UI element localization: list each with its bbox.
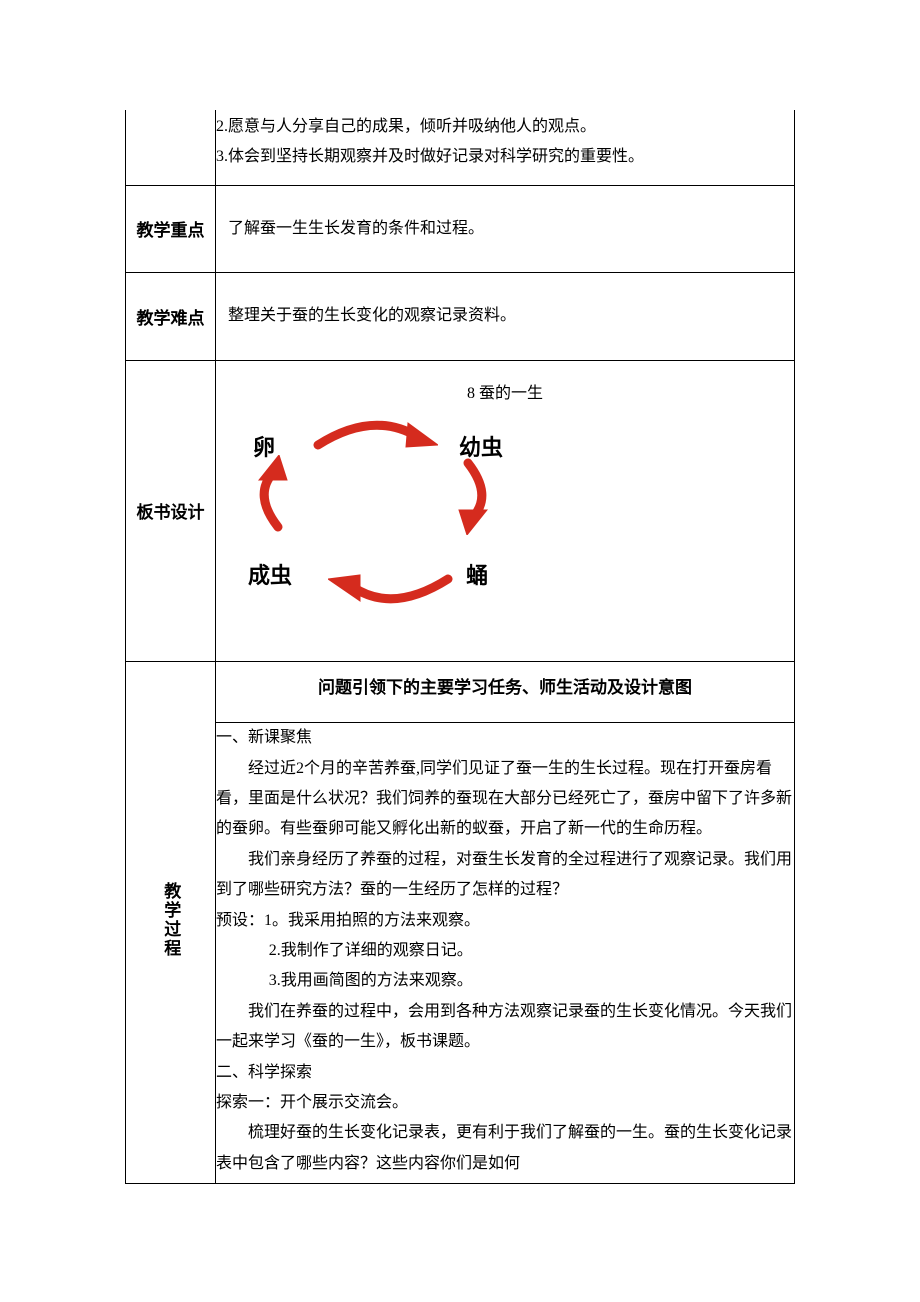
difficulty-label: 教学难点 — [137, 309, 205, 328]
section1-p1: 经过近2个月的辛苦养蚕,同学们见证了蚕一生的生长过程。现在打开蚕房看看，里面是什… — [216, 754, 794, 845]
goal-item-3: 3.体会到坚持长期观察并及时做好记录对科学研究的重要性。 — [216, 142, 794, 172]
arrow-larva-to-pupa — [453, 455, 493, 535]
goals-label-cell — [126, 110, 216, 185]
board-content-cell: 8 蚕的一生 卵 幼虫 蛹 成虫 — [216, 360, 795, 661]
lifecycle-cycle: 卵 幼虫 蛹 成虫 — [248, 427, 528, 597]
section1-preset1: 预设：1。我采用拍照的方法来观察。 — [216, 906, 794, 936]
row-focus: 教学重点 了解蚕一生生长发育的条件和过程。 — [126, 185, 795, 272]
node-adult: 成虫 — [248, 555, 292, 597]
node-pupa: 蛹 — [466, 555, 488, 597]
section1-p3: 我们在养蚕的过程中，会用到各种方法观察记录蚕的生长变化情况。今天我们一起来学习《… — [216, 997, 794, 1058]
section1-title: 一、新课聚焦 — [216, 723, 794, 753]
row-process-body: 一、新课聚焦 经过近2个月的辛苦养蚕,同学们见证了蚕一生的生长过程。现在打开蚕房… — [126, 723, 795, 1184]
process-content-cell: 一、新课聚焦 经过近2个月的辛苦养蚕,同学们见证了蚕一生的生长过程。现在打开蚕房… — [216, 723, 795, 1184]
arrow-pupa-to-adult — [328, 569, 458, 609]
focus-text: 了解蚕一生生长发育的条件和过程。 — [228, 220, 484, 237]
arrow-egg-to-larva — [308, 415, 438, 455]
section1-preset2: 2.我制作了详细的观察日记。 — [237, 936, 794, 966]
board-label-cell: 板书设计 — [126, 360, 216, 661]
diagram-title: 8 蚕的一生 — [228, 379, 782, 409]
row-difficulty: 教学难点 整理关于蚕的生长变化的观察记录资料。 — [126, 273, 795, 360]
row-goals: 2.愿意与人分享自己的成果，倾听并吸纳他人的观点。 3.体会到坚持长期观察并及时… — [126, 110, 795, 185]
process-header: 问题引领下的主要学习任务、师生活动及设计意图 — [216, 662, 794, 722]
lesson-plan-table: 2.愿意与人分享自己的成果，倾听并吸纳他人的观点。 3.体会到坚持长期观察并及时… — [125, 110, 795, 1184]
goals-content-cell: 2.愿意与人分享自己的成果，倾听并吸纳他人的观点。 3.体会到坚持长期观察并及时… — [216, 110, 795, 185]
focus-label: 教学重点 — [137, 221, 205, 240]
section1-preset3: 3.我用画简图的方法来观察。 — [237, 966, 794, 996]
row-process-header: 教学过程 问题引领下的主要学习任务、师生活动及设计意图 — [126, 661, 795, 722]
focus-content-cell: 了解蚕一生生长发育的条件和过程。 — [216, 185, 795, 272]
focus-label-cell: 教学重点 — [126, 185, 216, 272]
process-label: 教学过程 — [158, 882, 184, 958]
process-label-cell: 教学过程 — [126, 661, 216, 1183]
lifecycle-diagram: 8 蚕的一生 卵 幼虫 蛹 成虫 — [228, 369, 782, 657]
process-header-cell: 问题引领下的主要学习任务、师生活动及设计意图 — [216, 661, 795, 722]
row-board-design: 板书设计 8 蚕的一生 卵 幼虫 蛹 成虫 — [126, 360, 795, 661]
difficulty-text: 整理关于蚕的生长变化的观察记录资料。 — [228, 307, 516, 324]
section2-p1: 梳理好蚕的生长变化记录表，更有利于我们了解蚕的一生。蚕的生长变化记录表中包含了哪… — [216, 1118, 794, 1179]
section1-p2: 我们亲身经历了养蚕的过程，对蚕生长发育的全过程进行了观察记录。我们用到了哪些研究… — [216, 845, 794, 906]
section2-title: 二、科学探索 — [216, 1058, 794, 1088]
board-label: 板书设计 — [137, 503, 205, 522]
difficulty-label-cell: 教学难点 — [126, 273, 216, 360]
difficulty-content-cell: 整理关于蚕的生长变化的观察记录资料。 — [216, 273, 795, 360]
section2-sub: 探索一：开个展示交流会。 — [216, 1088, 794, 1118]
goal-item-2: 2.愿意与人分享自己的成果，倾听并吸纳他人的观点。 — [216, 112, 794, 142]
arrow-adult-to-egg — [253, 455, 293, 535]
